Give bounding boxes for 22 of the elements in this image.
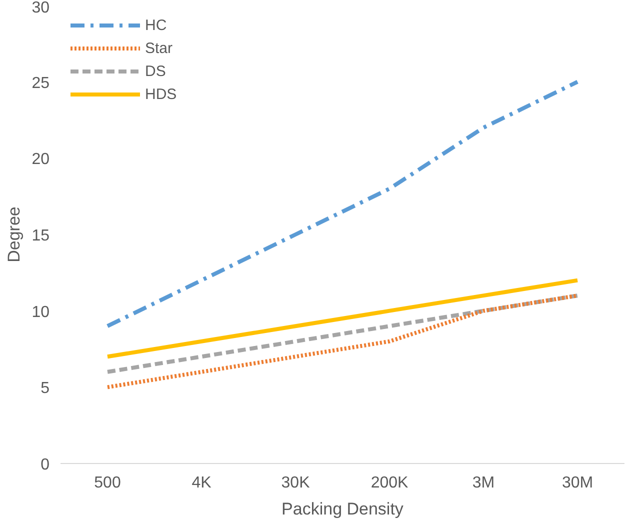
x-tick-label: 500 (94, 474, 121, 492)
line-series (106, 80, 580, 328)
x-tick-label: 3M (472, 474, 495, 492)
line-series (106, 278, 580, 359)
y-tick-label: 25 (32, 74, 50, 92)
y-tick-label: 15 (32, 228, 50, 244)
x-tick-label: 30K (281, 474, 310, 492)
y-axis-title: Degree (4, 206, 24, 262)
x-tick-label: 30M (562, 474, 594, 492)
line-series (106, 294, 580, 374)
legend-label: HC (145, 16, 167, 34)
legend-label: HDS (145, 86, 177, 102)
x-tick-label: 200K (370, 474, 409, 492)
y-tick-label: 10 (32, 304, 50, 321)
legend-label: DS (145, 62, 166, 80)
legend-label: Star (145, 40, 173, 56)
y-tick-label: 5 (40, 380, 50, 398)
y-tick-label: 20 (32, 151, 50, 168)
y-tick-label: 30 (32, 0, 50, 16)
x-tick-label: 4K (192, 474, 212, 492)
y-tick-label: 0 (40, 456, 50, 474)
x-axis-title: Packing Density (282, 500, 404, 518)
